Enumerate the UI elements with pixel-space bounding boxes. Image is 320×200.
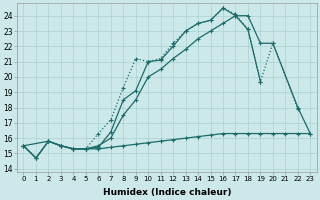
- X-axis label: Humidex (Indice chaleur): Humidex (Indice chaleur): [103, 188, 231, 197]
